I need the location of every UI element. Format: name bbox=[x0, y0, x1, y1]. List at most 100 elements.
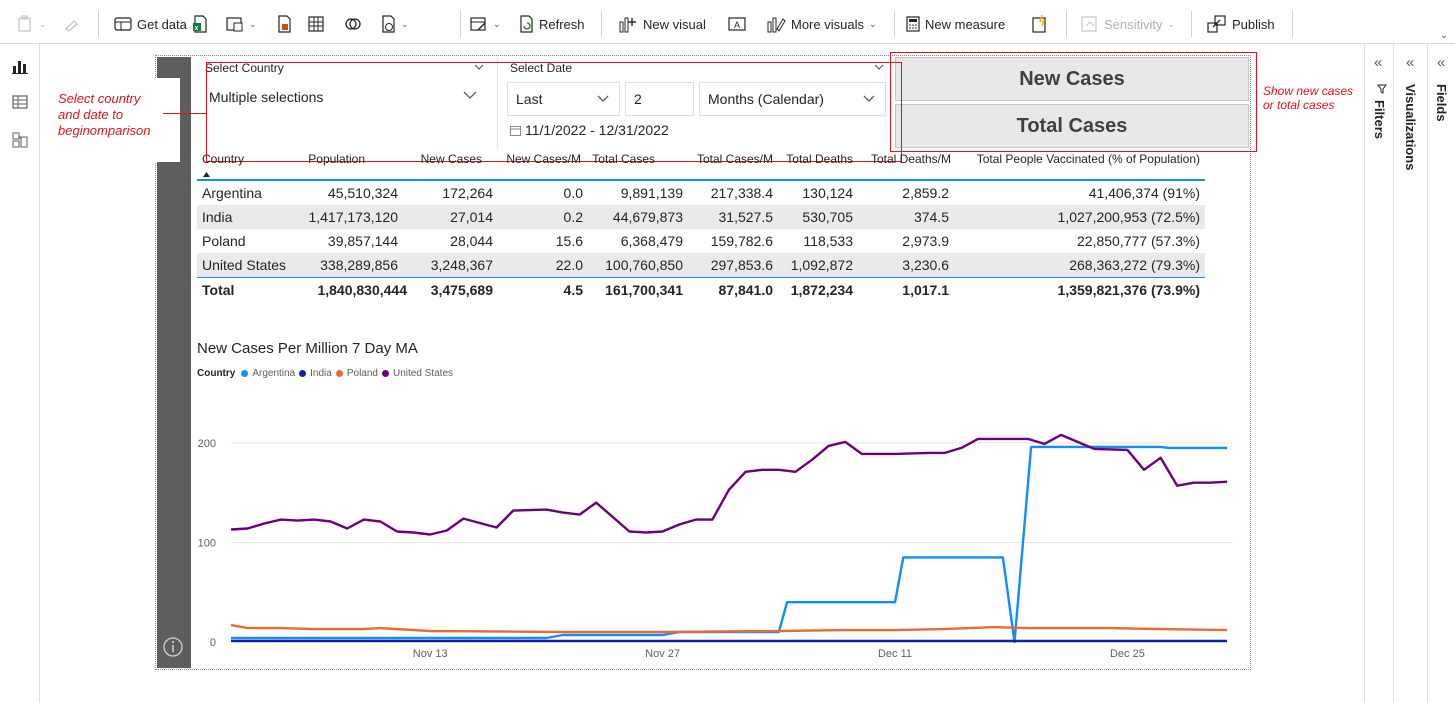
annotation-connector bbox=[163, 113, 207, 114]
date-count-value: 2 bbox=[634, 91, 642, 107]
refresh-source-button[interactable]: ⌄ bbox=[380, 13, 409, 35]
table-cell: 1,027,200,953 (72.5%) bbox=[1057, 209, 1200, 225]
y-tick-label: 0 bbox=[210, 637, 216, 649]
info-icon[interactable] bbox=[162, 636, 184, 658]
visualizations-pane-tab[interactable]: Visualizations bbox=[1403, 84, 1418, 171]
report-page bbox=[155, 55, 1251, 670]
country-slicer-value: Multiple selections bbox=[209, 89, 324, 105]
table-row[interactable]: India 1,417,173,120 27,014 0.2 44,679,87… bbox=[197, 205, 1205, 229]
document-icon bbox=[278, 15, 291, 33]
table-cell: Poland bbox=[202, 233, 246, 249]
column-header[interactable]: Total Cases bbox=[592, 152, 655, 166]
excel-icon: x bbox=[193, 15, 207, 33]
refresh-label: Refresh bbox=[539, 16, 585, 32]
table-row[interactable]: Argentina 45,510,324 172,264 0.0 9,891,1… bbox=[197, 181, 1205, 205]
new-measure-button[interactable]: New measure bbox=[906, 13, 1005, 35]
legend-item[interactable]: United States bbox=[392, 368, 454, 379]
new-cases-button[interactable]: New Cases bbox=[895, 57, 1249, 101]
column-header[interactable]: Total Cases/M bbox=[696, 152, 773, 166]
collapse-visualizations-icon[interactable]: « bbox=[1406, 54, 1415, 71]
sensitivity-button[interactable]: Sensitivity ⌄ bbox=[1081, 13, 1175, 35]
ribbon-separator bbox=[460, 11, 461, 37]
sort-ascending-icon bbox=[203, 172, 210, 177]
column-header[interactable]: Total Deaths/M bbox=[870, 152, 951, 166]
chevron-down-icon[interactable] bbox=[474, 64, 484, 71]
quick-measure-button[interactable] bbox=[1032, 13, 1048, 35]
document-clock-icon bbox=[382, 15, 395, 33]
refresh-button[interactable]: Refresh bbox=[518, 13, 585, 35]
table-cell: 1,872,234 bbox=[790, 282, 853, 298]
column-header[interactable]: Total Deaths bbox=[786, 152, 853, 166]
clipboard-icon bbox=[18, 15, 31, 32]
chevron-down-icon[interactable] bbox=[874, 64, 884, 71]
more-visuals-button[interactable]: More visuals ⌄ bbox=[766, 13, 877, 35]
chevron-down-icon: ⌄ bbox=[249, 18, 257, 29]
column-header[interactable]: New Cases/M bbox=[506, 152, 581, 166]
svg-text:A: A bbox=[734, 20, 740, 30]
annotation-line: and date to bbox=[58, 107, 124, 122]
column-header[interactable]: Total People Vaccinated (% of Population… bbox=[976, 152, 1200, 166]
date-count-input[interactable]: 2 bbox=[625, 82, 694, 116]
date-range: 11/1/2022 - 12/31/2022 bbox=[510, 122, 669, 138]
ribbon-expand-icon[interactable]: ⌄ bbox=[1440, 30, 1449, 41]
enter-data-button[interactable] bbox=[308, 13, 324, 35]
filter-icon bbox=[1377, 84, 1387, 94]
excel-button[interactable]: x bbox=[192, 13, 208, 35]
transform-data-button[interactable]: ⌄ bbox=[470, 13, 501, 35]
date-period-dropdown[interactable]: Months (Calendar) bbox=[699, 82, 886, 116]
publish-button[interactable]: Publish bbox=[1207, 13, 1275, 35]
collapse-filters-icon[interactable]: « bbox=[1374, 54, 1383, 71]
legend-swatch bbox=[381, 370, 389, 377]
data-view-icon[interactable] bbox=[12, 94, 28, 110]
table-cell: 4.5 bbox=[563, 282, 583, 298]
dataverse-button[interactable] bbox=[276, 13, 292, 35]
column-header[interactable]: Population bbox=[308, 152, 365, 166]
format-painter-button[interactable] bbox=[64, 13, 80, 35]
y-tick-label: 100 bbox=[198, 537, 216, 549]
fields-pane-tab[interactable]: Fields bbox=[1434, 84, 1449, 122]
legend-item[interactable]: Argentina bbox=[252, 368, 296, 379]
database-icon bbox=[114, 17, 132, 31]
column-header[interactable]: New Cases bbox=[420, 152, 482, 166]
table-cell: 159,782.6 bbox=[710, 233, 773, 249]
ribbon-separator bbox=[1066, 11, 1067, 37]
pane-divider bbox=[1427, 44, 1428, 703]
date-mode-dropdown[interactable]: Last bbox=[507, 82, 620, 116]
table-cell: 39,857,144 bbox=[327, 233, 398, 249]
table-cell: 0.2 bbox=[563, 209, 583, 225]
x-tick-label: Dec 11 bbox=[878, 648, 912, 660]
report-view-icon[interactable] bbox=[12, 58, 28, 74]
column-header[interactable]: Country bbox=[202, 152, 245, 166]
ribbon-separator bbox=[98, 11, 99, 37]
table-row[interactable]: Poland 39,857,144 28,044 15.6 6,368,479 … bbox=[197, 229, 1205, 253]
total-cases-label: Total Cases bbox=[1016, 114, 1128, 137]
country-slicer-dropdown[interactable]: Multiple selections bbox=[200, 82, 488, 112]
date-range-text: 11/1/2022 - 12/31/2022 bbox=[525, 122, 669, 138]
svg-text:x: x bbox=[195, 25, 199, 32]
collapse-fields-icon[interactable]: « bbox=[1437, 54, 1446, 71]
model-view-icon[interactable] bbox=[12, 132, 28, 148]
text-box-button[interactable]: A bbox=[728, 13, 746, 35]
text-box-icon: A bbox=[728, 17, 746, 31]
legend-item[interactable]: India bbox=[310, 368, 332, 379]
transform-data-icon bbox=[470, 17, 486, 31]
paste-button[interactable]: ⌄ bbox=[18, 13, 47, 35]
table-total-row: Total 1,840,830,444 3,475,689 4.5 161,70… bbox=[197, 278, 1205, 302]
right-annotation: Show new cases or total cases bbox=[1263, 84, 1353, 112]
ribbon-separator bbox=[1191, 11, 1192, 37]
table-cell: 0.0 bbox=[563, 185, 583, 201]
more-visuals-icon bbox=[767, 17, 786, 33]
table-row[interactable]: United States 338,289,856 3,248,367 22.0… bbox=[197, 253, 1205, 277]
new-visual-label: New visual bbox=[643, 16, 706, 32]
recent-sources-button[interactable] bbox=[344, 13, 362, 35]
series-line-united-states bbox=[230, 433, 1228, 536]
total-cases-button[interactable]: Total Cases bbox=[895, 104, 1249, 148]
total-divider bbox=[197, 277, 1205, 278]
new-visual-button[interactable]: New visual bbox=[618, 13, 706, 35]
table-cell: 1,092,872 bbox=[790, 257, 853, 273]
data-hub-button[interactable]: ⌄ bbox=[226, 13, 257, 35]
filters-pane-tab[interactable]: Filters bbox=[1372, 100, 1387, 140]
table-cell: 297,853.6 bbox=[710, 257, 773, 273]
legend-item[interactable]: Poland bbox=[346, 368, 378, 379]
ribbon-separator bbox=[1292, 11, 1293, 37]
